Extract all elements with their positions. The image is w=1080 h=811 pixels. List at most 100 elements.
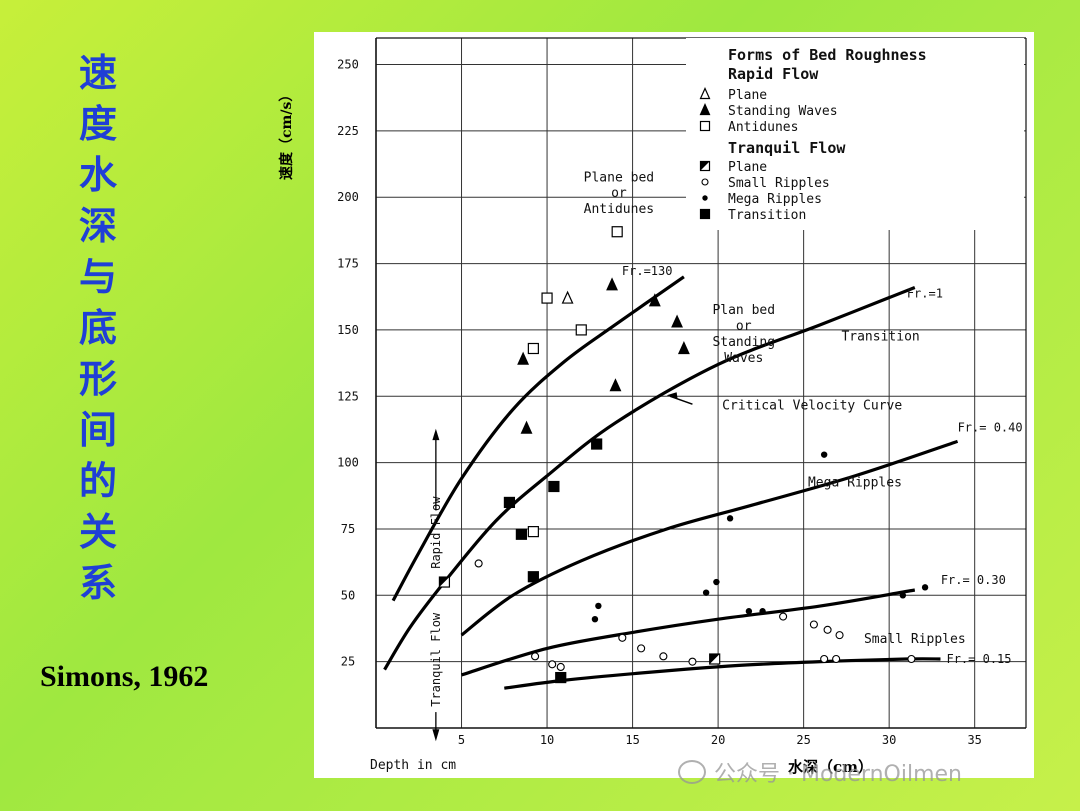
x-axis-label: Depth in cm: [370, 758, 456, 773]
froude-curve-label: Fr.= 0.15: [946, 652, 1011, 666]
data-point-filled-square: [548, 480, 560, 493]
data-point-filled-triangle: [699, 103, 711, 116]
froude-curve: [391, 275, 685, 602]
annotation-text: Standing: [712, 335, 775, 350]
x-tick-label: 15: [625, 733, 639, 747]
data-point-filled-circle: [702, 195, 708, 201]
y-tick-label: 75: [341, 522, 355, 536]
data-point-filled-circle: [713, 578, 720, 586]
data-point-open-triangle: [561, 290, 574, 304]
legend-entry-label: Antidunes: [728, 120, 798, 135]
axes: 25 50 75 100 125 150 175 200 225 250 5 10 15 20 25 30 35…: [337, 37, 1027, 773]
annotation-group: Transition: [841, 330, 919, 345]
rapid-flow-label: Rapid Flow: [429, 496, 443, 569]
annotation-text: Plan bed: [712, 303, 775, 318]
annotation-group: Small Ripples: [864, 632, 966, 647]
data-point-filled-square: [527, 571, 539, 583]
froude-curve-label: Fr.=1: [907, 286, 943, 300]
legend-entry-label: Plane: [728, 88, 767, 103]
data-point-filled-triangle: [671, 314, 683, 328]
froude-curve-label: Fr.= 0.30: [941, 573, 1006, 587]
data-point-filled-circle: [702, 589, 710, 596]
vertical-title-char: 底: [78, 306, 117, 350]
vertical-title-char: 度: [78, 102, 117, 146]
annotation-text: Antidunes: [584, 202, 654, 217]
annotation-text: Transition: [841, 330, 919, 345]
chart-figure: 25 50 75 100 125 150 175 200 225 250 5 10 15 20 25 30 35…: [314, 32, 1034, 778]
x-tick-label: 25: [796, 733, 810, 747]
data-point-open-circle: [701, 178, 709, 186]
data-point-filled-circle: [595, 602, 602, 610]
y-tick-label: 200: [337, 190, 359, 204]
data-point-open-square: [575, 324, 587, 336]
annotation-text: Critical Velocity Curve: [722, 399, 902, 414]
data-point-filled-circle: [726, 515, 734, 522]
x-axis-label-cn: 水深（cm）: [788, 758, 874, 776]
legend-entry-label: Plane: [728, 160, 767, 175]
data-point-filled-circle: [899, 592, 907, 599]
data-point-open-circle: [556, 662, 565, 672]
data-point-filled-circle: [921, 584, 929, 591]
x-tick-label: 30: [882, 733, 896, 747]
data-point-open-circle: [820, 654, 829, 664]
legend-group-heading: Rapid Flow: [728, 65, 819, 83]
y-tick-label: 175: [337, 257, 359, 271]
data-point-open-square: [527, 342, 539, 355]
y-tick-label: 250: [337, 58, 359, 72]
data-point-open-circle: [548, 660, 557, 669]
y-axis-label-cn: 速度（cm/s）: [279, 87, 295, 180]
legend-entry-label: Small Ripples: [728, 176, 830, 191]
data-point-filled-triangle: [677, 341, 690, 355]
data-point-open-circle: [835, 631, 844, 640]
data-point-filled-circle: [591, 615, 599, 623]
annotation-text: Mega Ripples: [808, 476, 902, 491]
annotation-group: Mega Ripples: [808, 476, 902, 491]
froude-curve: [461, 588, 916, 677]
data-point-open-square: [699, 120, 711, 132]
vertical-title-char: 间: [78, 408, 117, 452]
annotation-text: Waves: [724, 351, 763, 366]
data-point-open-square: [611, 226, 623, 238]
data-point-filled-square: [503, 496, 516, 509]
x-tick-label: 10: [540, 733, 554, 747]
data-point-half-square-fill: [700, 161, 710, 171]
critical-curve-arrow-head: [666, 392, 678, 400]
data-point-open-circle: [531, 652, 540, 661]
y-tick-label: 100: [337, 456, 359, 470]
watermark-text: 公众号 · ModernOilmen: [714, 762, 962, 787]
data-point-open-circle: [809, 620, 818, 629]
data-point-open-circle: [637, 644, 646, 653]
data-point-filled-circle: [759, 608, 766, 615]
rapid-flow-arrow-head: [432, 428, 440, 441]
data-point-open-square: [541, 292, 553, 304]
data-point-open-circle: [659, 652, 668, 661]
data-point-filled-triangle: [609, 378, 622, 392]
data-point-open-square: [527, 526, 539, 538]
legend-title: Forms of Bed Roughness: [728, 46, 927, 64]
vertical-title-char: 深: [78, 204, 117, 248]
vertical-title-char: 速: [78, 51, 117, 95]
vertical-title: 速度水深与底形间的关系: [70, 48, 126, 609]
annotation-text: or: [736, 319, 752, 334]
data-point-open-triangle: [699, 87, 711, 100]
tranquil-flow-label: Tranquil Flow: [429, 612, 443, 707]
froude-curve-label: Fr.=130: [622, 264, 673, 278]
x-tick-label: 35: [967, 733, 981, 747]
data-point-filled-square: [699, 208, 711, 220]
vertical-title-char: 关: [78, 510, 117, 554]
vertical-title-char: 形: [78, 357, 117, 401]
legend-entry-label: Mega Ripples: [728, 192, 822, 207]
data-points: [438, 226, 929, 684]
y-tick-label: 225: [337, 124, 359, 138]
legend-entry-label: Standing Waves: [728, 104, 838, 119]
data-point-open-circle: [779, 612, 788, 621]
y-tick-label: 25: [341, 655, 355, 669]
data-point-open-circle: [907, 654, 916, 664]
annotation-text: or: [611, 186, 627, 201]
data-point-filled-triangle: [648, 293, 661, 307]
chart-svg: 25 50 75 100 125 150 175 200 225 250 5 10 15 20 25 30 35…: [337, 37, 1027, 773]
froude-curve: [460, 439, 959, 637]
